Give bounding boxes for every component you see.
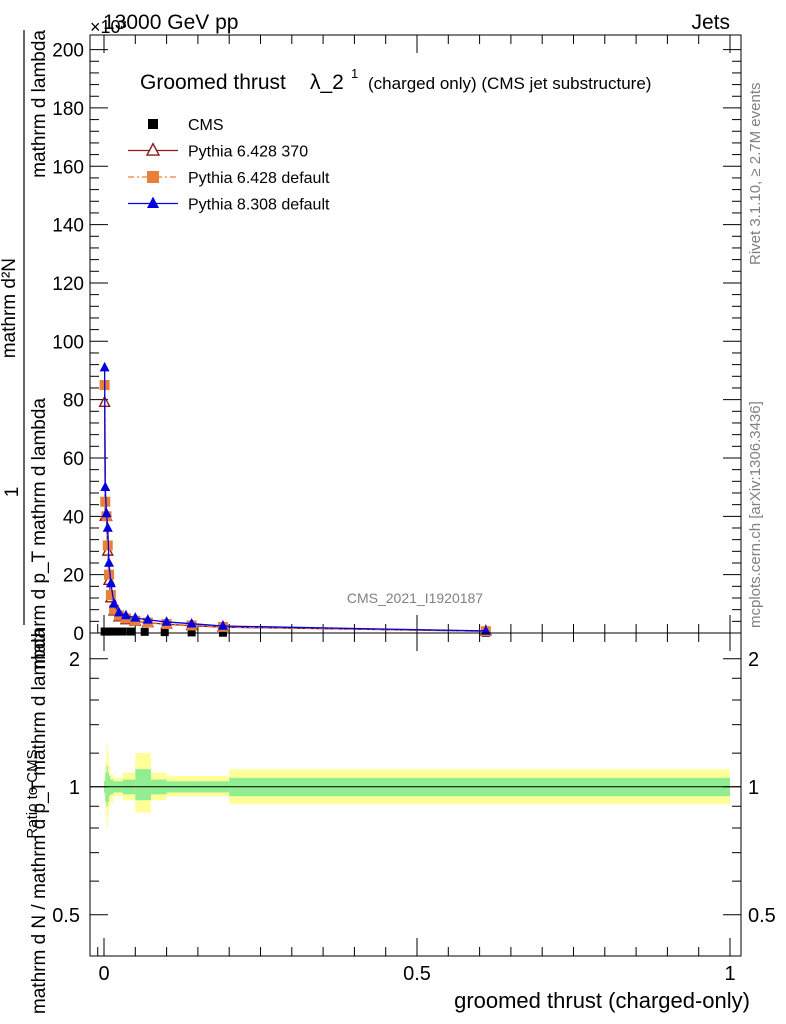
data-point — [148, 119, 158, 129]
main-y-tick-label: 200 — [52, 41, 84, 62]
y-label-lambda: mathrm d lambda — [29, 30, 50, 178]
data-point — [101, 507, 112, 518]
title-lambda: λ_2 — [310, 71, 344, 94]
data-point — [160, 628, 169, 637]
data-point — [100, 481, 111, 491]
series-layer — [98, 361, 493, 637]
data-point — [120, 609, 131, 620]
data-point — [104, 569, 115, 580]
data-point — [99, 361, 110, 372]
data-point — [145, 142, 161, 156]
data-point — [109, 604, 120, 615]
legend-entry: CMS — [148, 117, 224, 134]
ratio-x-ticks: 0 0.5 1 — [97, 633, 736, 985]
x-tick-label: 0 — [98, 963, 109, 985]
data-point — [114, 606, 125, 617]
ratio-band-green — [107, 772, 110, 803]
ratio-band-green — [109, 776, 111, 797]
main-y-tick-label: 180 — [52, 99, 84, 120]
data-point — [104, 557, 115, 567]
ratio-band-green — [106, 765, 108, 807]
ratio-y-tick-label-right: 2 — [748, 649, 759, 671]
data-point — [187, 628, 196, 637]
legend-label: Pythia 8.308 default — [188, 197, 330, 214]
ratio-y-tick-label: 2 — [69, 649, 80, 671]
data-point — [186, 617, 197, 628]
data-point — [142, 614, 153, 624]
ratio-y-tick-label: 1 — [69, 777, 80, 799]
legend-label: CMS — [188, 117, 224, 134]
main-y-tick-label: 80 — [63, 391, 84, 412]
main-y-tick-label: 100 — [52, 332, 84, 353]
y-label-numerator: mathrm d²N — [0, 258, 20, 358]
data-point — [126, 627, 135, 636]
main-y-tick-label: 120 — [52, 274, 84, 295]
series-3 — [99, 361, 491, 635]
legend: CMS Pythia 6.428 370 Pythia 6.428 default P… — [128, 117, 330, 214]
rivet-version-label: Rivet 3.1.10, ≥ 2.7M events — [747, 83, 764, 266]
data-point — [105, 577, 116, 588]
data-point — [108, 627, 117, 636]
title-rest: (charged only) (CMS jet substructure) — [368, 74, 651, 93]
legend-entry: Pythia 8.308 default — [128, 197, 330, 214]
main-y-ticks: 0 20 40 60 80 100 120 140 160 180 200 — [52, 41, 741, 645]
data-point — [118, 627, 127, 636]
data-point — [161, 616, 172, 626]
data-point — [140, 627, 149, 636]
axis-exponent: ×10³ — [90, 17, 127, 37]
ratio-y-tick-label: 0.5 — [52, 905, 80, 927]
ratio-plot-frame — [89, 632, 742, 957]
ratio-band-green — [105, 772, 107, 803]
y-label-one: 1 — [2, 487, 23, 498]
data-point — [105, 590, 116, 601]
data-point — [480, 625, 491, 635]
process-label: Jets — [691, 11, 730, 34]
main-y-tick-label: 40 — [63, 507, 84, 528]
analysis-watermark: CMS_2021_I1920187 — [347, 590, 483, 606]
main-y-tick-label: 0 — [73, 624, 84, 645]
data-point — [112, 627, 121, 636]
y-label-denominator: mathrm d p_T mathrm d lambda — [29, 398, 50, 669]
legend-entry: Pythia 6.428 default — [128, 170, 330, 187]
data-point — [109, 598, 120, 608]
chart-title: Groomed thrust λ_2 1 (charged only) (CMS… — [140, 66, 651, 94]
legend-label: Pythia 6.428 370 — [188, 144, 308, 161]
ratio-y-tick-label-right: 1 — [748, 777, 759, 799]
x-axis-label: groomed thrust (charged-only) — [454, 988, 750, 1013]
legend-entry: Pythia 6.428 370 — [128, 142, 308, 161]
x-tick-label: 0.5 — [403, 963, 431, 985]
x-tick-label: 1 — [724, 963, 735, 985]
main-y-label: 1 mathrm d N / mathrm d p_T mathrm d lam… — [0, 30, 50, 1015]
main-y-tick-label: 20 — [63, 566, 84, 587]
mcplots-label: mcplots.cern.ch [arXiv:1306.3436] — [747, 401, 764, 628]
ratio-y-ticks: 0.5 0.5 1 1 2 2 — [52, 649, 776, 927]
data-point — [147, 171, 159, 183]
energy-label: 13000 GeV pp — [103, 11, 238, 34]
data-point — [217, 620, 228, 630]
data-point — [102, 522, 113, 532]
ratio-y-tick-label-right: 0.5 — [748, 905, 776, 927]
ratio-y-label: Ratio to CMS — [24, 749, 41, 838]
title-superscript: 1 — [351, 66, 358, 81]
data-point — [130, 612, 141, 622]
data-point — [100, 496, 111, 507]
ratio-band-green — [135, 769, 151, 801]
y-label-bottom: mathrm d N / mathrm d p_T mathrm d lambd… — [29, 628, 50, 1015]
title-main: Groomed thrust — [140, 71, 286, 94]
main-y-tick-label: 160 — [52, 157, 84, 178]
main-y-tick-label: 60 — [63, 449, 84, 470]
main-y-tick-label: 140 — [52, 216, 84, 237]
data-point — [147, 196, 159, 209]
legend-label: Pythia 6.428 default — [188, 170, 330, 187]
